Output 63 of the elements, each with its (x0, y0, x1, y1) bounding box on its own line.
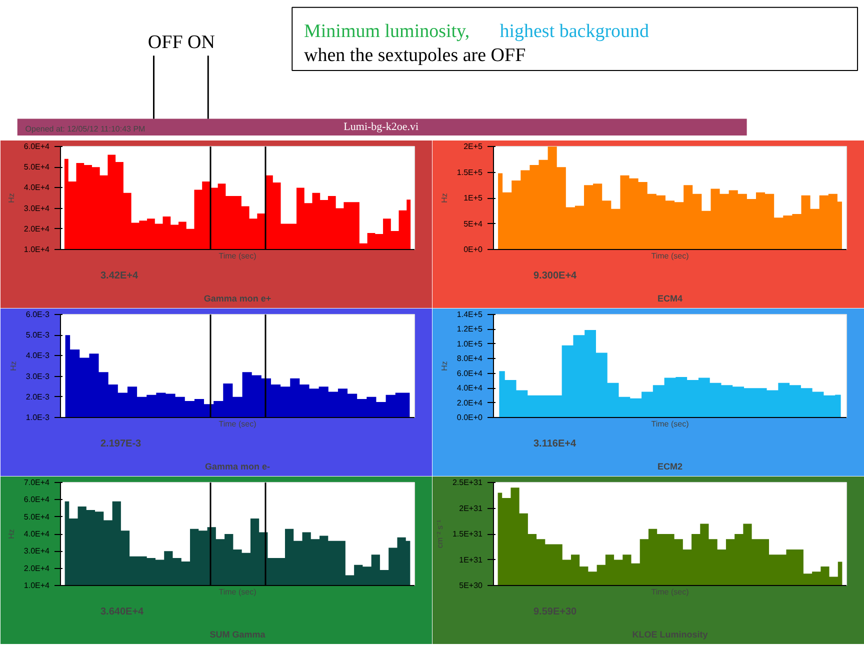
text: when the sextupoles are OFF (304, 45, 526, 66)
y-axis-title: Hz (440, 193, 449, 203)
text: Lumi-bg-k2oe.vi (344, 121, 419, 134)
y-tick-label: 0E+0 (464, 245, 484, 254)
text: ECM2 (658, 462, 683, 472)
y-tick-label: 2.0E+4 (24, 564, 50, 573)
y-tick-label: 2E+5 (464, 142, 484, 151)
text: Minimum luminosity, (304, 21, 470, 42)
text: Opened at: 12/05/12 11:10:43 PM (25, 124, 146, 134)
y-axis-title: Hz (6, 193, 16, 203)
y-tick-label: 3.0E-3 (26, 372, 50, 381)
y-tick-label: 1.5E+31 (452, 530, 484, 538)
text: Gamma mon e- (204, 462, 270, 472)
x-axis-title: Time (sec) (218, 588, 257, 596)
y-tick-label: 2.0E+4 (456, 398, 484, 408)
y-tick-label: 6.0E+4 (24, 495, 50, 504)
text: highest background (500, 21, 650, 42)
y-tick-label: 1.0E+4 (24, 581, 50, 590)
y-tick-label: 4.0E+4 (24, 530, 50, 538)
y-tick-label: 0.0E+0 (456, 413, 484, 422)
y-tick-label: 7.0E+4 (24, 478, 50, 487)
y-tick-label: 2.5E+31 (452, 478, 484, 487)
y-tick-label: 1.5E+5 (456, 168, 484, 177)
y-tick-label: 4.0E-3 (26, 351, 50, 360)
y-tick-label: 5.0E+4 (24, 512, 50, 522)
y-tick-label: 1.0E+4 (24, 245, 50, 254)
y-tick-label: 6.0E-3 (26, 310, 50, 319)
text: 3.116E+4 (534, 438, 576, 450)
text: OFF ON (148, 32, 216, 54)
y-tick-label: 1E+5 (464, 194, 484, 202)
text: SUM Gamma (210, 630, 266, 640)
y-tick-label: 5E+30 (459, 581, 484, 590)
y-tick-label: 8.0E+4 (456, 354, 484, 364)
x-axis-title: Time (sec) (218, 420, 257, 428)
text: Gamma mon e+ (204, 294, 272, 304)
y-tick-label: 1.2E+5 (456, 324, 484, 334)
text: 3.42E+4 (100, 270, 138, 282)
y-tick-label: 3.0E+4 (24, 546, 50, 556)
y-axis-title: Hz (6, 529, 16, 539)
y-tick-label: 3.0E+4 (24, 204, 50, 213)
text: 9.300E+4 (534, 270, 578, 282)
y-tick-label: 1.0E+5 (456, 339, 484, 348)
x-axis-title: Time (sec) (651, 252, 690, 260)
y-tick-label: 1.0E-3 (26, 413, 50, 422)
text: 2.197E-3 (100, 438, 142, 450)
y-tick-label: 5.0E+4 (24, 162, 50, 172)
x-axis-title: Time (sec) (651, 420, 690, 428)
y-tick-label: 1E+31 (459, 555, 484, 564)
y-tick-label: 6.0E+4 (24, 142, 50, 151)
y-tick-label: 1.4E+5 (456, 310, 484, 319)
y-tick-label: 2.0E+4 (24, 224, 50, 234)
y-tick-label: 2.0E-3 (26, 392, 50, 402)
y-axis-title: Hz (8, 361, 18, 371)
y-tick-label: 4.0E+4 (456, 384, 484, 393)
text: ECM4 (658, 294, 683, 304)
y-tick-label: 6.0E+4 (456, 368, 484, 378)
y-tick-label: 5E+4 (464, 219, 484, 228)
text: 3.640E+4 (100, 606, 144, 618)
y-tick-label: 5.0E-3 (26, 330, 50, 340)
y-axis-title: Hz (440, 361, 449, 371)
x-axis-title: Time (sec) (218, 252, 257, 260)
y-tick-label: 4.0E+4 (24, 183, 50, 192)
y-tick-label: 2E+31 (459, 504, 484, 513)
